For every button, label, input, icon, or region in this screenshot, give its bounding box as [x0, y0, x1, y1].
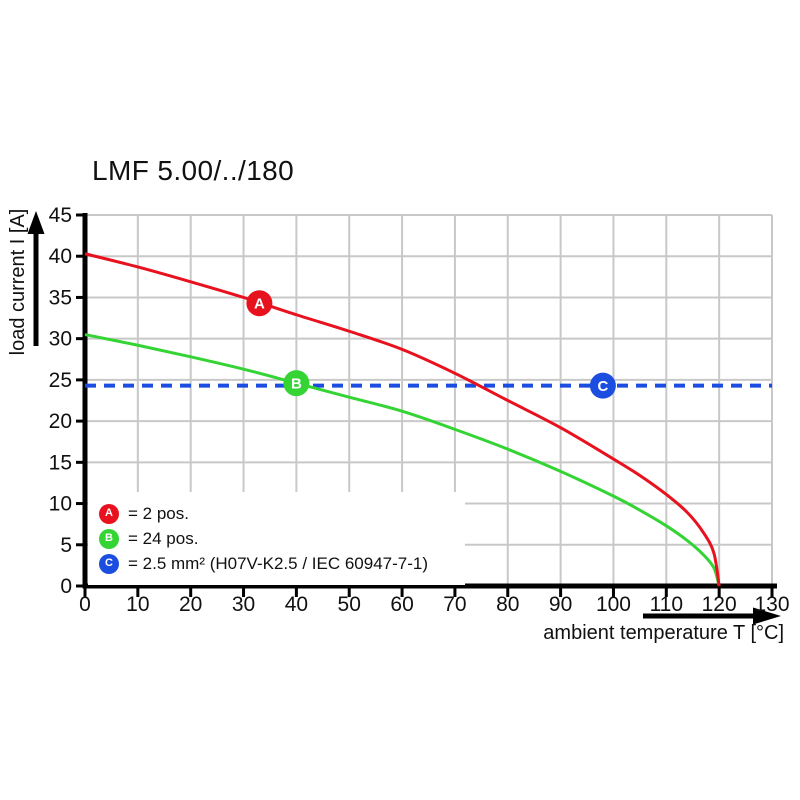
x-tick-label: 110 — [650, 593, 683, 616]
legend-label-a: = 2 pos. — [128, 503, 189, 523]
x-axis-arrow-icon — [753, 607, 781, 625]
y-tick-label: 10 — [49, 493, 72, 516]
legend: A = 2 pos. B = 24 pos. C = 2.5 mm² (H07V… — [88, 492, 465, 585]
chart-title: LMF 5.00/../180 — [92, 155, 295, 186]
legend-label-b: = 24 pos. — [128, 528, 199, 548]
x-tick-label: 0 — [79, 593, 91, 616]
y-tick-label: 30 — [49, 328, 72, 351]
legend-marker-a-icon: A — [99, 503, 119, 524]
x-tick-label: 20 — [179, 593, 202, 616]
legend-item-c: C = 2.5 mm² (H07V-K2.5 / IEC 60947-7-1) — [99, 553, 465, 574]
marker-A-letter: A — [254, 296, 265, 313]
x-tick-label: 130 — [754, 593, 789, 616]
x-tick-label: 70 — [443, 593, 466, 616]
x-tick-label: 90 — [549, 593, 572, 616]
curve-A — [84, 252, 721, 587]
y-tick-label: 45 — [49, 204, 72, 227]
x-tick-label: 10 — [126, 593, 149, 616]
y-tick-label: 40 — [49, 245, 72, 268]
y-tick-label: 35 — [49, 286, 72, 309]
curve-B — [84, 333, 721, 587]
y-axis-label: load current I [A] — [7, 208, 29, 356]
x-tick-label: 60 — [390, 593, 413, 616]
marker-A-icon — [246, 290, 273, 317]
marker-C-icon — [589, 372, 616, 399]
y-tick-label: 20 — [49, 410, 72, 433]
y-tick-label: 5 — [60, 534, 72, 557]
legend-marker-b-icon: B — [99, 528, 119, 549]
x-tick-label: 80 — [496, 593, 519, 616]
marker-B-letter: B — [291, 376, 302, 393]
y-tick-label: 15 — [49, 451, 72, 474]
y-tick-label: 25 — [49, 369, 72, 392]
marker-B-icon — [283, 370, 310, 397]
legend-label-c: = 2.5 mm² (H07V-K2.5 / IEC 60947-7-1) — [128, 553, 428, 573]
legend-marker-c-icon: C — [99, 553, 119, 574]
x-tick-label: 120 — [702, 593, 737, 616]
legend-item-b: B = 24 pos. — [99, 528, 465, 549]
y-tick-label: 0 — [60, 575, 72, 598]
x-axis-label: ambient temperature T [°C] — [543, 622, 784, 644]
y-axis-arrow-icon — [27, 211, 45, 234]
x-tick-label: 40 — [285, 593, 308, 616]
x-tick-label: 100 — [596, 593, 631, 616]
marker-C-letter: C — [597, 378, 608, 395]
legend-item-a: A = 2 pos. — [99, 503, 465, 524]
x-tick-label: 30 — [232, 593, 255, 616]
x-tick-label: 50 — [338, 593, 361, 616]
